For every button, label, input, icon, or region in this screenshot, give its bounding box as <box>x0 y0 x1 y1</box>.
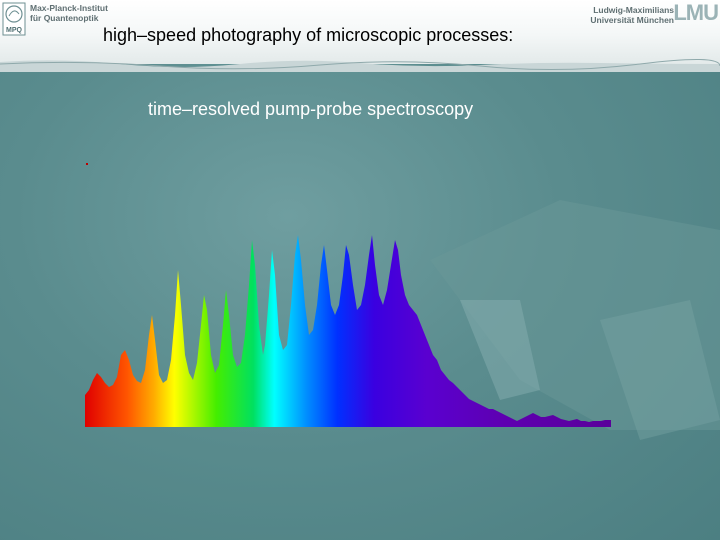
institute-left-line-1: Max-Planck-Institut <box>30 3 108 13</box>
institute-right-line-2: Universität München <box>590 15 674 25</box>
slide-title: high–speed photography of microscopic pr… <box>103 25 514 45</box>
lmu-logo-icon: LMU <box>673 0 719 25</box>
header-bar <box>0 0 720 64</box>
spectrum-profile <box>85 235 611 427</box>
red-marker-dot <box>86 163 88 165</box>
header-wave-divider <box>0 59 720 72</box>
mpq-logo-icon: MPQ <box>2 2 26 36</box>
slide-subtitle: time–resolved pump-probe spectroscopy <box>148 99 474 119</box>
institute-left-line-2: für Quantenoptik <box>30 13 99 23</box>
institute-left-name: Max-Planck-Institut für Quantenoptik <box>30 3 108 23</box>
spectrum-image <box>85 235 611 427</box>
institute-right-name: Ludwig-Maximilians Universität München <box>590 5 674 25</box>
institute-right-line-1: Ludwig-Maximilians <box>593 5 674 15</box>
svg-text:MPQ: MPQ <box>6 27 23 34</box>
